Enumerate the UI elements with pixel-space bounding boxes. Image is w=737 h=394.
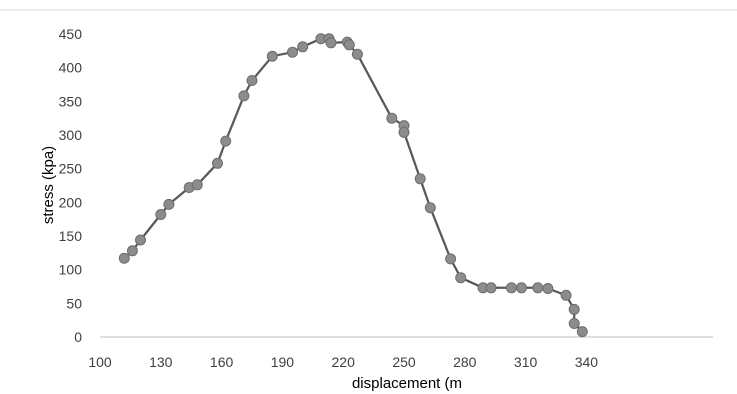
data-point [532, 282, 544, 294]
x-tick-label: 310 [514, 354, 538, 370]
data-point [424, 202, 436, 214]
data-point [542, 283, 554, 294]
y-axis-title: stress (kpa) [40, 146, 57, 224]
y-tick-label: 350 [59, 93, 83, 109]
data-point [576, 326, 588, 338]
data-point [325, 37, 337, 49]
x-tick-label: 220 [332, 354, 356, 370]
y-tick-label: 150 [59, 228, 83, 244]
data-point [398, 126, 410, 138]
data-point [246, 75, 258, 86]
data-point [287, 46, 298, 58]
data-point [163, 198, 175, 210]
data-point [220, 135, 232, 147]
data-point [516, 282, 527, 294]
data-point [118, 252, 130, 264]
x-tick-label: 190 [271, 354, 295, 370]
data-point [343, 39, 355, 51]
data-point [445, 253, 457, 265]
data-point [386, 112, 398, 124]
x-tick-label: 340 [575, 354, 599, 370]
data-point [212, 157, 223, 169]
data-point [505, 282, 517, 294]
data-point [135, 234, 146, 246]
y-tick-label: 250 [59, 161, 83, 177]
data-point [568, 303, 580, 315]
x-axis-title: displacement (m [352, 375, 462, 392]
x-tick-label: 100 [88, 354, 112, 370]
x-tick-label: 130 [149, 354, 173, 370]
data-points [118, 33, 588, 338]
x-tick-label: 160 [210, 354, 234, 370]
y-tick-label: 200 [59, 194, 83, 210]
data-point [266, 50, 278, 62]
y-tick-label: 300 [59, 127, 83, 143]
data-point [126, 245, 138, 257]
data-point [560, 289, 572, 301]
y-tick-labels: 0 50 100 150 200 250 300 350 400 450 [59, 26, 83, 345]
data-point [485, 282, 497, 294]
data-point [238, 90, 250, 102]
data-point [351, 48, 363, 60]
data-point [297, 41, 309, 53]
data-point [455, 272, 467, 284]
x-tick-label: 250 [392, 354, 416, 370]
x-tick-label: 280 [453, 354, 477, 370]
y-tick-label: 0 [74, 329, 82, 345]
data-point [414, 173, 426, 185]
y-tick-label: 450 [59, 26, 83, 42]
x-tick-labels: 100 130 160 190 220 250 280 310 340 [88, 354, 598, 370]
data-point [155, 209, 167, 220]
y-tick-label: 100 [59, 262, 83, 278]
y-tick-label: 400 [59, 60, 83, 76]
data-point [191, 179, 203, 191]
data-point [568, 318, 580, 329]
y-tick-label: 50 [66, 295, 82, 311]
